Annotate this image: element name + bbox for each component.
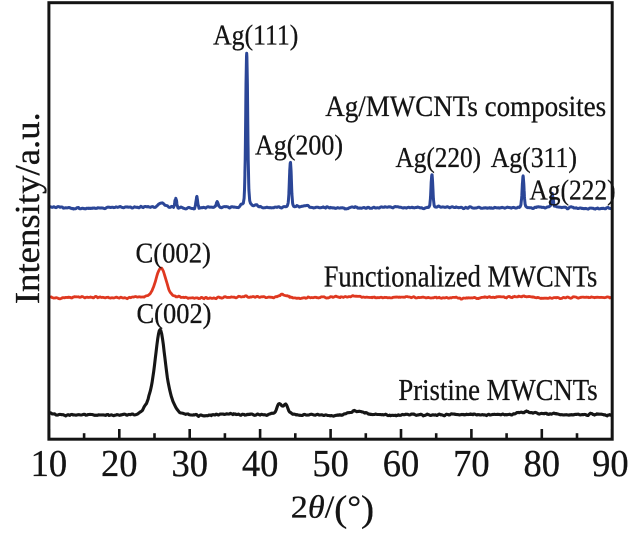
svg-text:Ag(111): Ag(111) xyxy=(213,19,298,51)
svg-text:C(002): C(002) xyxy=(135,238,211,270)
svg-text:Ag/MWCNTs composites: Ag/MWCNTs composites xyxy=(325,90,606,123)
svg-text:70: 70 xyxy=(453,443,490,485)
svg-text:Functionalized MWCNTs: Functionalized MWCNTs xyxy=(324,259,598,294)
svg-text:2θ/(°): 2θ/(°) xyxy=(291,488,374,530)
svg-text:C(002): C(002) xyxy=(137,298,212,330)
svg-text:40: 40 xyxy=(242,443,279,485)
svg-text:10: 10 xyxy=(31,443,68,485)
svg-text:Ag(220): Ag(220) xyxy=(396,142,482,174)
svg-text:50: 50 xyxy=(312,443,349,485)
svg-text:Ag(222): Ag(222) xyxy=(529,175,615,207)
svg-text:Pristine MWCNTs: Pristine MWCNTs xyxy=(398,372,597,407)
svg-text:80: 80 xyxy=(524,443,561,485)
svg-text:Ag(200): Ag(200) xyxy=(255,130,343,162)
svg-text:90: 90 xyxy=(592,443,629,485)
svg-text:30: 30 xyxy=(171,443,208,485)
svg-text:60: 60 xyxy=(383,443,420,485)
svg-text:Ag(311): Ag(311) xyxy=(491,142,577,174)
svg-text:20: 20 xyxy=(101,443,138,485)
svg-text:Intensity/a.u.: Intensity/a.u. xyxy=(8,112,47,304)
